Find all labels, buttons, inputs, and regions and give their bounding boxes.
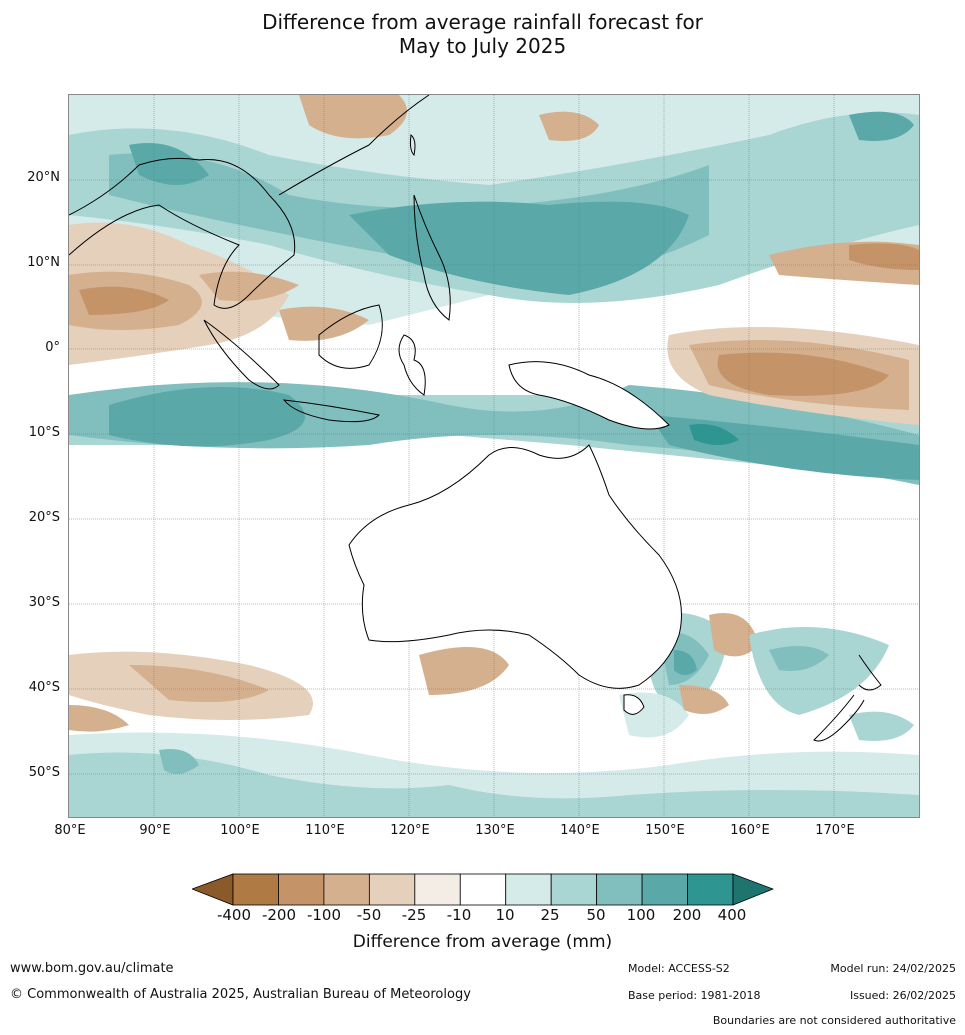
lat-label-20n: 20°N bbox=[27, 170, 60, 185]
lon-label-80e: 80°E bbox=[54, 823, 86, 838]
sulawesi-outline bbox=[398, 334, 426, 396]
legend-label: Difference from average (mm) bbox=[352, 932, 613, 952]
new-guinea-outline bbox=[508, 361, 670, 430]
legend-swatch bbox=[323, 873, 370, 906]
legend-tick: 10 bbox=[495, 906, 515, 924]
legend-arrow-low bbox=[192, 873, 234, 906]
lat-label-20s: 20°S bbox=[28, 510, 60, 525]
footer-model: Model: ACCESS-S2 bbox=[628, 962, 730, 975]
asia-mainland-outline bbox=[69, 157, 296, 309]
lat-label-40s: 40°S bbox=[28, 680, 60, 695]
footer-model-run: Model run: 24/02/2025 bbox=[830, 962, 956, 975]
anomaly-fields bbox=[69, 95, 919, 817]
lon-label-130e: 130°E bbox=[475, 823, 515, 838]
legend-tick: 400 bbox=[717, 906, 747, 924]
legend-tick: -10 bbox=[446, 906, 472, 924]
lon-label-110e: 110°E bbox=[305, 823, 345, 838]
legend-tick: -200 bbox=[261, 906, 297, 924]
lat-label-10n: 10°N bbox=[27, 255, 60, 270]
legend-tick: 200 bbox=[672, 906, 702, 924]
lon-label-150e: 150°E bbox=[645, 823, 685, 838]
lon-label-160e: 160°E bbox=[730, 823, 770, 838]
legend-swatch bbox=[687, 873, 734, 906]
new-zealand-south bbox=[813, 694, 865, 742]
legend-swatch bbox=[596, 873, 643, 906]
legend-swatch bbox=[278, 873, 325, 906]
legend-tick: -100 bbox=[306, 906, 342, 924]
legend-swatch bbox=[505, 873, 552, 906]
legend-swatch bbox=[459, 873, 507, 906]
legend-tick: 50 bbox=[586, 906, 606, 924]
legend-swatch bbox=[550, 873, 598, 906]
title-line-1: Difference from average rainfall forecas… bbox=[262, 10, 703, 34]
lat-label-0: 0° bbox=[45, 340, 60, 355]
rainfall-map-svg bbox=[69, 95, 919, 817]
legend-swatch bbox=[368, 873, 416, 906]
lon-label-120e: 120°E bbox=[390, 823, 430, 838]
legend-tick: -400 bbox=[216, 906, 252, 924]
legend-colorbar bbox=[192, 873, 774, 906]
legend-swatch bbox=[232, 873, 279, 906]
legend-swatch bbox=[414, 873, 461, 906]
footer-issued: Issued: 26/02/2025 bbox=[849, 989, 956, 1002]
title-line-2: May to July 2025 bbox=[398, 34, 567, 58]
legend-tick: -25 bbox=[401, 906, 427, 924]
lon-label-90e: 90°E bbox=[139, 823, 171, 838]
java-outline bbox=[282, 399, 381, 423]
rainfall-map bbox=[68, 94, 920, 818]
lon-label-170e: 170°E bbox=[815, 823, 855, 838]
legend-tick: 100 bbox=[626, 906, 656, 924]
legend-tick: -50 bbox=[356, 906, 382, 924]
taiwan-outline bbox=[409, 134, 416, 157]
footer-copyright: © Commonwealth of Australia 2025, Austra… bbox=[10, 987, 471, 1002]
borneo-outline bbox=[318, 304, 383, 369]
tasmania-outline bbox=[623, 694, 645, 715]
footer-boundaries-note: Boundaries are not considered authoritat… bbox=[712, 1014, 956, 1027]
lon-label-140e: 140°E bbox=[560, 823, 600, 838]
lat-label-30s: 30°S bbox=[28, 595, 60, 610]
australia-outline bbox=[348, 444, 682, 689]
philippines-outline bbox=[413, 194, 451, 321]
footer-base-period: Base period: 1981-2018 bbox=[628, 989, 761, 1002]
legend-swatch bbox=[641, 873, 688, 906]
legend-arrow-high bbox=[732, 873, 774, 906]
lat-label-50s: 50°S bbox=[28, 765, 60, 780]
coastlines bbox=[69, 95, 882, 742]
new-zealand-north bbox=[858, 654, 882, 691]
lat-label-10s: 10°S bbox=[28, 425, 60, 440]
sumatra-outline bbox=[203, 319, 280, 390]
footer-url: www.bom.gov.au/climate bbox=[10, 961, 174, 976]
legend-tick: 25 bbox=[540, 906, 560, 924]
china-coast-outline bbox=[278, 95, 430, 196]
chart-title: Difference from average rainfall forecas… bbox=[0, 10, 965, 58]
lon-label-100e: 100°E bbox=[220, 823, 260, 838]
